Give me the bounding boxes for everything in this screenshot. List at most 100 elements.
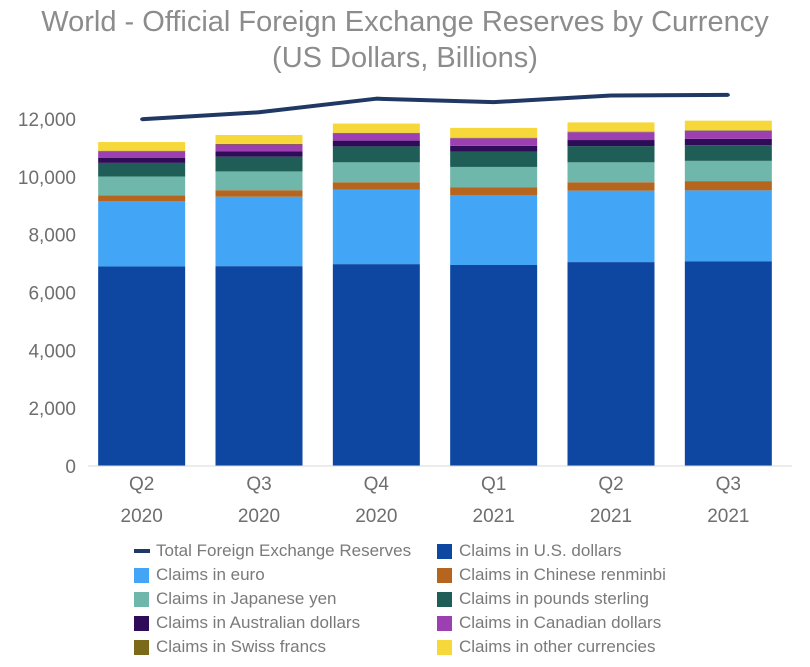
y-tick-label: 2,000 [28,399,76,420]
bar-segment-claims-in-euro [332,189,420,265]
x-tick-label: Q1 [481,474,506,495]
bar-segment-claims-in-euro [567,190,655,263]
bar-segment-claims-in-u-s-dollars [450,264,538,466]
x-tick-label: Q3 [716,474,741,495]
bar-segment-claims-in-canadian-dollars [567,132,655,141]
bar-segment-claims-in-euro [215,196,303,267]
bar-segment-claims-in-u-s-dollars [567,262,655,466]
legend-label: Claims in other currencies [459,637,656,656]
chart-title: World - Official Foreign Exchange Reserv… [0,4,810,76]
legend-label: Claims in Australian dollars [156,613,361,632]
legend-label: Total Foreign Exchange Reserves [156,541,412,560]
y-tick-label: 4,000 [28,341,76,362]
bar-segment-claims-in-pounds-sterling [215,156,303,172]
bar-segment-claims-in-japanese-yen [332,162,420,183]
legend-swatch [134,567,149,583]
legend-item: Claims in pounds sterling [437,589,649,609]
bar-segment-claims-in-swiss-francs [332,132,420,134]
x-tick-label: Q4 [364,474,390,495]
legend-item: Claims in Australian dollars [134,613,360,633]
chart-subtitle-line: (US Dollars, Billions) [272,42,538,74]
legend-label: Claims in pounds sterling [459,589,649,608]
legend-swatch [437,543,452,559]
x-tick-label: 2021 [707,506,749,527]
y-tick-label: 12,000 [18,110,76,131]
total-reserves-point [492,100,496,104]
bar-segment-claims-in-australian-dollars [684,138,772,146]
legend-swatch [134,615,149,631]
bar-segment-claims-in-swiss-francs [450,137,538,139]
bar-segment-claims-in-japanese-yen [98,176,186,196]
legend-item: Total Foreign Exchange Reserves [134,541,411,561]
bar-segment-claims-in-pounds-sterling [567,146,655,163]
y-tick-label: 8,000 [28,226,76,247]
x-tick-label: Q2 [598,474,623,495]
x-tick-label: 2020 [238,506,280,527]
bar-segment-claims-in-chinese-renminbi [98,195,186,202]
bar-segment-claims-in-u-s-dollars [684,261,772,466]
bar-segment-claims-in-canadian-dollars [215,144,303,152]
x-tick-label: 2021 [473,506,515,527]
bar-segment-claims-in-chinese-renminbi [567,182,655,191]
total-reserves-point [257,110,261,114]
bar-segment-claims-in-pounds-sterling [450,151,538,167]
legend-swatch [437,639,452,655]
legend-swatch [437,615,452,631]
bar-segment-claims-in-canadian-dollars [684,130,772,139]
y-tick-label: 0 [65,457,76,478]
bar-segment-claims-in-canadian-dollars [450,138,538,146]
bar-segment-claims-in-other-currencies [450,127,538,138]
bar-segment-claims-in-australian-dollars [567,140,655,147]
legend-swatch [437,591,452,607]
bar-segment-claims-in-u-s-dollars [215,266,303,466]
legend-swatch [437,567,452,583]
bar-segment-claims-in-chinese-renminbi [332,182,420,190]
bar-segment-claims-in-pounds-sterling [684,145,772,161]
bar-segment-claims-in-japanese-yen [567,162,655,183]
legend-item: Claims in Canadian dollars [437,613,661,633]
total-reserves-line [141,92,729,122]
bar-segment-claims-in-chinese-renminbi [684,181,772,191]
total-reserves-point [140,117,144,121]
bar-segment-claims-in-pounds-sterling [332,146,420,163]
bar-segment-claims-in-other-currencies [684,120,772,131]
bar-segment-claims-in-swiss-francs [215,143,303,145]
y-tick-label: 6,000 [28,283,76,304]
bar-segment-claims-in-swiss-francs [98,150,186,152]
legend-label: Claims in Swiss francs [156,637,327,656]
x-tick-label: 2020 [355,506,397,527]
bar-segment-claims-in-australian-dollars [98,157,186,163]
x-tick-label: Q3 [246,474,271,495]
bar-segment-claims-in-swiss-francs [684,130,772,131]
bar-segment-claims-in-australian-dollars [215,151,303,157]
chart-title-line: World - Official Foreign Exchange Reserv… [41,6,769,38]
bar-segment-claims-in-japanese-yen [684,160,772,182]
bar-segment-claims-in-pounds-sterling [98,162,186,177]
bar-segment-claims-in-euro [684,190,772,262]
legend-swatch [134,591,149,607]
bar-segment-claims-in-euro [450,194,538,265]
legend-item: Claims in U.S. dollars [437,541,622,561]
legend-item: Claims in euro [134,565,265,585]
legend-label: Claims in U.S. dollars [459,541,622,560]
bar-segment-claims-in-u-s-dollars [98,266,186,466]
legend-label: Claims in euro [156,565,265,584]
y-tick-label: 10,000 [18,168,76,189]
bar-segment-claims-in-canadian-dollars [98,151,186,158]
legend-swatch [134,639,149,655]
legend-label: Claims in Canadian dollars [459,613,662,632]
bar-segment-claims-in-australian-dollars [332,140,420,147]
x-tick-label: 2021 [590,506,632,527]
legend-item: Claims in Swiss francs [134,637,326,657]
legend-item: Claims in other currencies [437,637,656,657]
x-tick-label: 2020 [121,506,163,527]
legend-item: Claims in Japanese yen [134,589,336,609]
legend-item: Claims in Chinese renminbi [437,565,666,585]
total-reserves-point [726,93,730,97]
x-tick-label: Q2 [129,474,154,495]
bar-segment-claims-in-chinese-renminbi [450,187,538,195]
bar-segment-claims-in-other-currencies [215,134,303,144]
bar-segment-claims-in-swiss-francs [567,131,655,133]
bar-segment-claims-in-japanese-yen [450,166,538,188]
bar-segment-claims-in-other-currencies [567,122,655,132]
